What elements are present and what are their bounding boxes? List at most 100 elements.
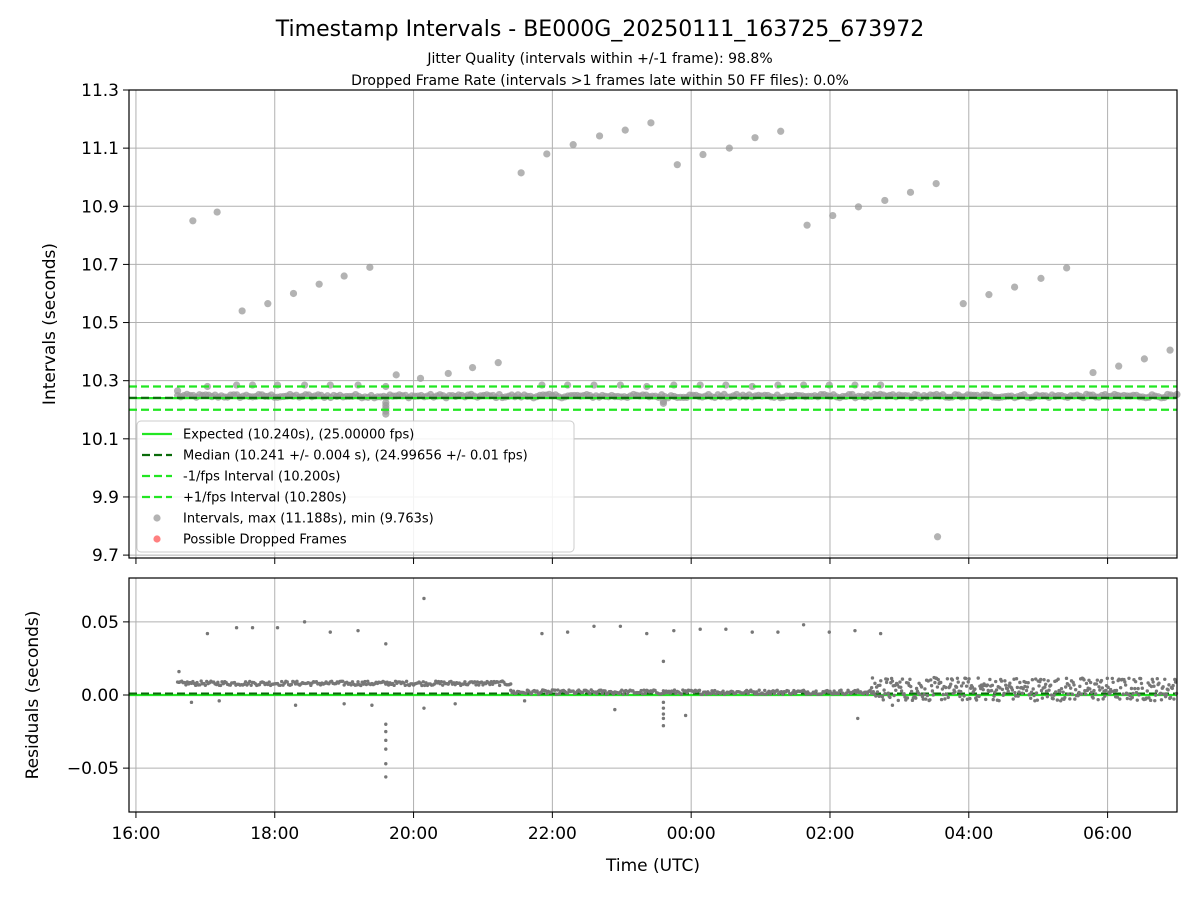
residual-point — [404, 679, 409, 684]
residual-point — [994, 679, 998, 684]
residual-point — [1136, 686, 1140, 691]
residual-point — [1073, 697, 1077, 701]
residual-point — [814, 689, 818, 693]
residual-point — [403, 683, 407, 688]
residual-point — [750, 630, 754, 634]
residual-point — [974, 698, 979, 702]
residual-point — [1048, 683, 1053, 687]
residual-point — [1004, 683, 1008, 687]
x-tick-label: 00:00 — [667, 824, 716, 844]
residual-point — [289, 682, 294, 687]
residual-point — [565, 630, 570, 634]
residual-point — [991, 697, 995, 702]
residual-point — [543, 688, 548, 693]
residual-point — [490, 682, 495, 686]
residual-point — [1008, 681, 1012, 685]
residual-point — [1089, 690, 1094, 694]
residual-point — [613, 707, 617, 712]
residual-point — [1088, 680, 1093, 685]
interval-point — [751, 134, 759, 142]
residual-point — [994, 688, 999, 692]
residual-point — [1014, 694, 1018, 698]
residual-point — [672, 688, 677, 692]
residual-point — [931, 693, 935, 697]
x-tick-label: 16:00 — [111, 824, 160, 844]
residual-point — [1056, 677, 1060, 681]
legend-label: Median (10.241 +/- 0.004 s), (24.99656 +… — [183, 449, 528, 464]
residual-point — [1011, 697, 1015, 701]
residual-point — [961, 681, 965, 685]
residual-point — [554, 692, 559, 696]
interval-point — [189, 217, 197, 225]
residual-point — [894, 688, 898, 693]
residual-point — [1068, 697, 1072, 701]
interval-point — [1037, 274, 1045, 282]
residual-point — [1163, 677, 1167, 682]
residual-point — [205, 631, 210, 636]
interval-point — [213, 208, 221, 216]
residual-point — [711, 691, 716, 695]
residual-point — [885, 677, 890, 682]
residual-point — [929, 683, 934, 688]
residual-point — [1015, 685, 1020, 690]
residual-point — [724, 627, 728, 631]
interval-point — [1140, 355, 1148, 363]
residual-point — [1005, 686, 1010, 691]
residual-point — [661, 706, 666, 710]
residual-point — [949, 682, 953, 686]
residual-point — [771, 689, 775, 693]
y-tick-label: 9.7 — [92, 546, 119, 566]
residual-point — [522, 699, 527, 703]
residual-point — [660, 691, 664, 696]
residual-point — [959, 684, 964, 688]
residual-point — [836, 692, 841, 696]
residual-point — [1166, 688, 1170, 692]
residual-point — [973, 687, 977, 691]
residual-point — [1123, 680, 1127, 684]
residual-point — [922, 692, 926, 697]
residual-point — [939, 697, 944, 702]
residual-point — [898, 680, 902, 684]
residual-point — [761, 692, 766, 696]
residual-point — [1093, 692, 1098, 696]
residual-point — [198, 683, 202, 687]
residual-point — [966, 680, 970, 684]
residual-point — [432, 682, 437, 686]
residual-point — [1118, 685, 1123, 690]
residual-point — [293, 703, 298, 707]
interval-point — [932, 180, 940, 188]
residuals-points — [175, 596, 1179, 779]
residual-point — [1045, 694, 1050, 699]
residual-point — [721, 689, 725, 693]
residual-point — [421, 680, 425, 684]
residual-point — [1103, 688, 1108, 693]
residual-point — [328, 630, 332, 634]
chart-subtitle-dropped: Dropped Frame Rate (intervals >1 frames … — [351, 73, 849, 89]
legend-marker — [153, 514, 161, 522]
residual-point — [941, 692, 945, 697]
residual-point — [954, 685, 959, 689]
residual-point — [1047, 688, 1051, 692]
interval-point — [517, 169, 525, 177]
residual-point — [1131, 691, 1135, 696]
residual-point — [781, 692, 785, 696]
residual-point — [474, 683, 478, 687]
interval-point — [659, 399, 668, 407]
residual-point — [877, 694, 881, 699]
residual-point — [909, 684, 913, 689]
residual-point — [275, 626, 280, 630]
residual-point — [1026, 680, 1030, 685]
residual-point — [354, 683, 359, 687]
residual-point — [698, 627, 702, 631]
residual-point — [1091, 696, 1095, 700]
interval-point — [569, 141, 577, 149]
residual-point — [422, 706, 426, 710]
y-tick-label: −0.05 — [67, 759, 119, 779]
residual-point — [661, 712, 666, 716]
residual-point — [1051, 697, 1055, 701]
residual-point — [962, 694, 966, 698]
residual-point — [661, 724, 666, 728]
residual-point — [624, 688, 628, 693]
residuals-ticks: −0.05 0.00 0.05 16:00 18:00 20:00 22:00 00:00 02… — [67, 613, 1132, 844]
residual-point — [249, 683, 253, 687]
